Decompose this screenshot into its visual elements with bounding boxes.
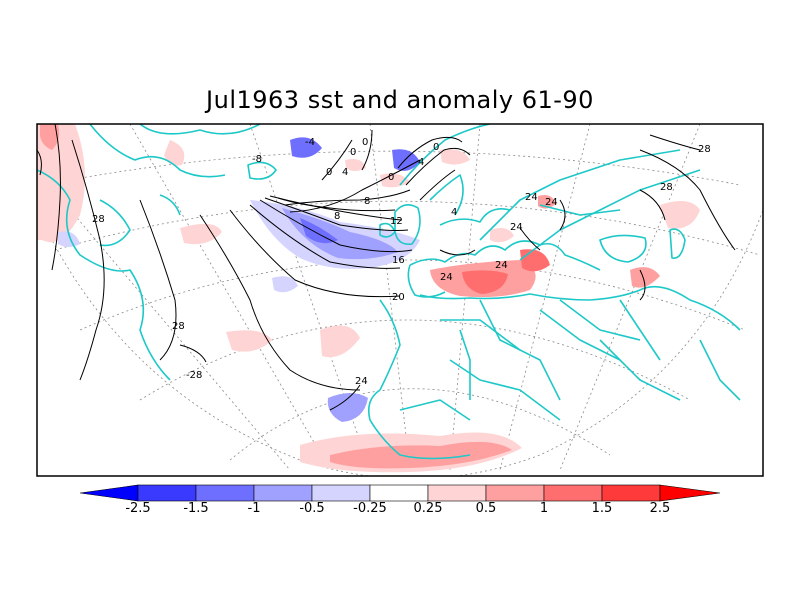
- contour-label: 0: [326, 167, 332, 178]
- colorbar-tick-label: 0.25: [413, 501, 443, 516]
- contour-label: 0: [350, 147, 356, 158]
- contour-label: 28: [660, 182, 673, 193]
- contour-label: 24: [495, 260, 508, 271]
- map-title: Jul1963 sst and anomaly 61-90: [206, 86, 594, 114]
- colorbar-segment: [485, 484, 545, 502]
- colorbar-segment: [195, 484, 255, 502]
- contour-label: -4: [305, 137, 315, 148]
- colorbar-left-arrow: [79, 484, 139, 502]
- contour-label: 24: [510, 222, 523, 233]
- colorbar-segment: [311, 484, 371, 502]
- contour-label: 8: [364, 196, 370, 207]
- colorbar-segment: [427, 484, 487, 502]
- colorbar-tick-label: 0.5: [475, 501, 497, 516]
- contour-label: 12: [390, 216, 403, 227]
- colorbar-segment: [369, 484, 429, 502]
- colorbar: [79, 484, 721, 502]
- contour-label: 24: [440, 272, 453, 283]
- colorbar-segment: [543, 484, 603, 502]
- contour-label: 8: [334, 211, 340, 222]
- colorbar-segment: [253, 484, 313, 502]
- colorbar-tick-label: -1: [247, 501, 261, 516]
- map-frame: [36, 123, 764, 477]
- colorbar-tick-label: -1.5: [183, 501, 209, 516]
- colorbar-segment: [601, 484, 661, 502]
- contour-label: 4: [451, 207, 457, 218]
- contour-label: 24: [545, 197, 558, 208]
- contour-label: 20: [392, 292, 405, 303]
- colorbar-tick-label: -0.25: [353, 501, 387, 516]
- contour-labels: 28 28 28 28 -28 24 24 24 24 24 24 20 16 …: [92, 137, 711, 387]
- map-boundary: [37, 209, 763, 476]
- colorbar-tick-label: 1: [539, 501, 549, 516]
- colorbar-tick-label: 1.5: [591, 501, 613, 516]
- contour-label: -8: [252, 154, 262, 165]
- negative-anomalies: [58, 137, 420, 422]
- contour-label: 0: [388, 172, 394, 183]
- colorbar-tick-label: -0.5: [299, 501, 325, 516]
- contour-label: -28: [186, 370, 202, 381]
- colorbar-tick-label: 2.5: [649, 501, 671, 516]
- contour-label: 0: [362, 137, 368, 148]
- contour-label: 0: [433, 142, 439, 153]
- sst-contours: [37, 124, 736, 411]
- positive-anomalies: [37, 124, 700, 473]
- contour-label: 28: [172, 321, 185, 332]
- contour-label: 24: [355, 376, 368, 387]
- contour-label: 28: [92, 214, 105, 225]
- colorbar-segment: [137, 484, 197, 502]
- coastlines: [37, 124, 741, 460]
- contour-label: 28: [698, 144, 711, 155]
- contour-label: 16: [392, 255, 405, 266]
- contour-label: 4: [342, 167, 348, 178]
- colorbar-tick-label: -2.5: [125, 501, 151, 516]
- colorbar-right-arrow: [659, 484, 721, 502]
- contour-label: 4: [418, 157, 424, 168]
- contour-label: 24: [525, 192, 538, 203]
